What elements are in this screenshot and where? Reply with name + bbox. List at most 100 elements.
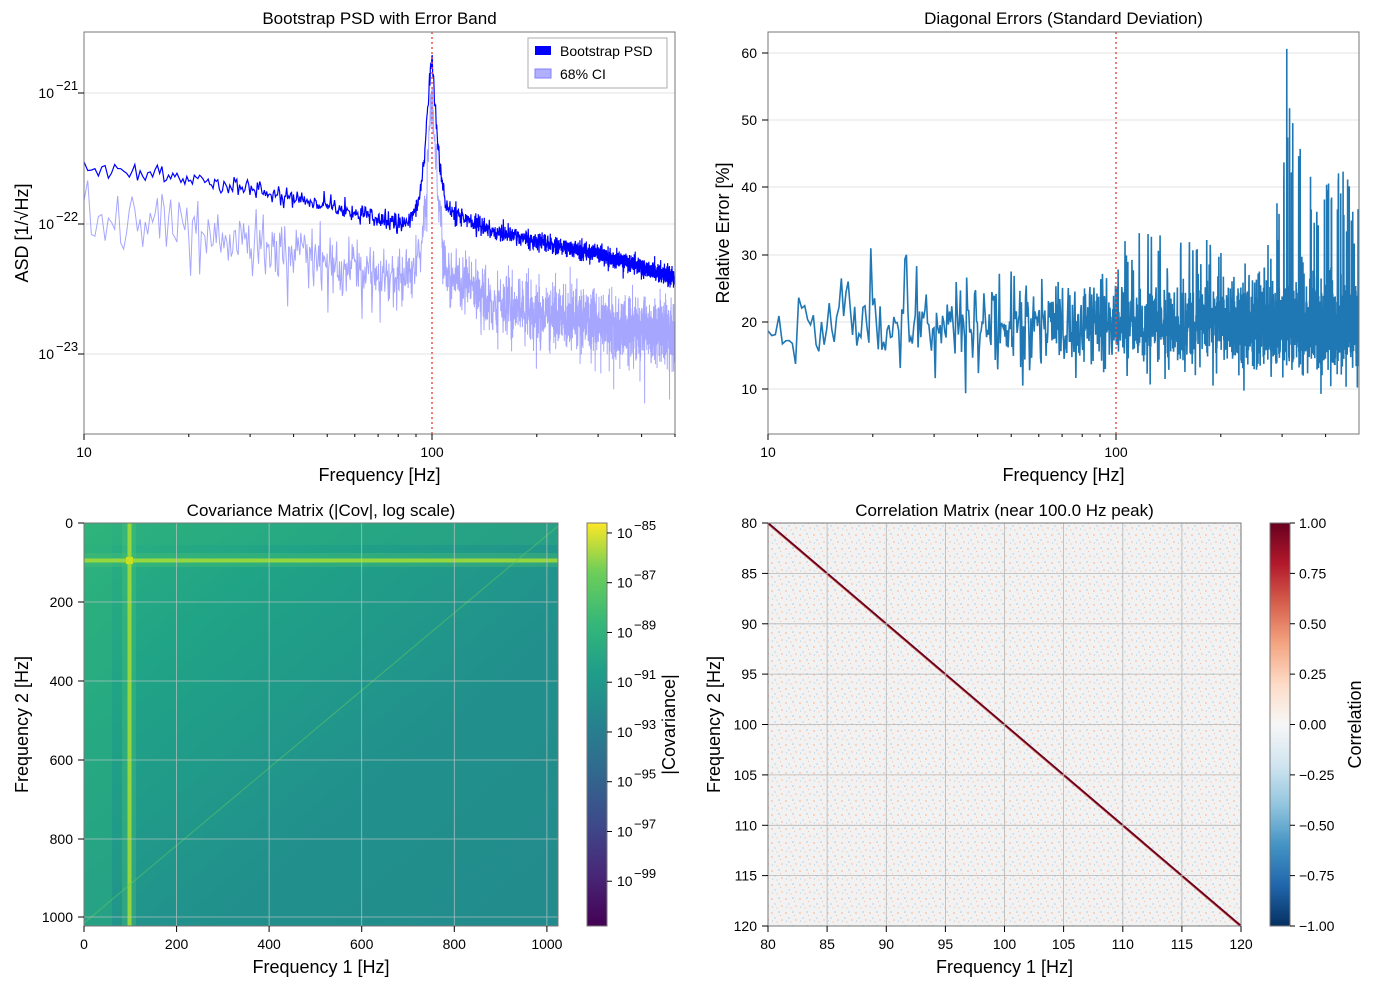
cov-colorbar-tick-label: 10 [617,774,633,790]
corr-ytick-110: 110 [735,817,758,833]
cov-colorbar-tick-exp: −93 [634,717,656,732]
diag-ytick-30: 30 [741,247,757,263]
diag-yticks: 60 50 40 30 20 10 [741,45,768,397]
diag-ylabel: Relative Error [%] [713,162,733,303]
corr-xtick-90: 90 [879,936,895,952]
corr-ytick-115: 115 [735,868,758,884]
corr-ytick-100: 100 [734,717,758,733]
corr-colorbar-label: Correlation [1345,680,1365,768]
cov-xtick-400: 400 [257,936,281,952]
cov-colorbar-tick-exp: −87 [634,568,656,583]
psd-yticks: 10 −21 10 −22 10 −23 [38,78,84,362]
diag-ytick-10: 10 [741,381,757,397]
corr-ytick-85: 85 [741,565,757,581]
corr-xtick-80: 80 [760,936,776,952]
corr-colorbar-tick-label: −1.00 [1299,918,1335,934]
cov-xlabel: Frequency 1 [Hz] [252,957,389,977]
legend-swatch-ci [534,68,552,79]
psd-xtick-10: 10 [76,444,92,460]
psd-grid [84,92,675,355]
corr-colorbar-tick-label: 0.75 [1299,565,1326,581]
corr-xtick-105: 105 [1052,936,1076,952]
cov-ytick-1000: 1000 [42,909,73,925]
diag-xticks: 10 100 [760,434,1327,460]
cov-colorbar-tick-label: 10 [617,823,633,839]
cov-colorbar-tick-exp: −85 [634,518,656,533]
legend-label-ci: 68% CI [560,66,606,82]
cov-xticks: 0 200 400 600 800 1000 [80,926,563,952]
diag-ytick-60: 60 [741,45,757,61]
cov-colorbar-tick-exp: −91 [634,667,656,682]
cov-grid [84,523,558,926]
corr-xtick-110: 110 [1112,936,1135,952]
cov-ytick-600: 600 [50,752,74,768]
diag-xtick-100: 100 [1104,444,1128,460]
cov-xtick-600: 600 [350,936,374,952]
corr-xtick-100: 100 [993,936,1017,952]
cov-colorbar-tick-exp: −99 [634,866,656,881]
psd-ytick-1e-23: 10 [38,346,54,362]
cov-frame [83,522,559,927]
corr-colorbar-tick-label: −0.50 [1299,817,1335,833]
cov-peak-column [127,523,132,926]
diag-frame [767,31,1360,435]
psd-ytick-exp-21: −21 [56,78,78,93]
cov-title: Covariance Matrix (|Cov|, log scale) [187,501,456,520]
corr-colorbar-tick-label: −0.75 [1299,868,1335,884]
cov-xtick-0: 0 [80,936,88,952]
cov-ytick-400: 400 [50,673,74,689]
psd-xlabel: Frequency [Hz] [318,465,440,485]
corr-colorbar-tick-label: 0.50 [1299,616,1326,632]
cov-diagonal [84,525,558,924]
corr-colorbar-tick-label: 0.00 [1299,717,1326,733]
psd-title: Bootstrap PSD with Error Band [262,9,496,28]
cov-colorbar-tick-label: 10 [617,724,633,740]
corr-colorbar-ticks: 1.00 0.75 0.50 0.25 0.00 −0.25 −0.50 −0.75 −1.00 [1290,515,1335,934]
corr-xtick-120: 120 [1229,936,1253,952]
corr-panel: Correlation Matrix (near 100.0 Hz peak) [704,501,1365,977]
cov-ytick-0: 0 [65,515,73,531]
cov-peak-row [84,558,558,563]
cov-peak-cell [126,557,133,564]
diag-ytick-50: 50 [741,112,757,128]
cov-colorbar-tick-label: 10 [617,674,633,690]
corr-ylabel: Frequency 2 [Hz] [704,656,724,793]
cov-image [84,523,558,926]
cov-ytick-200: 200 [50,594,74,610]
corr-ytick-120: 120 [734,918,758,934]
cov-ytick-800: 800 [50,831,74,847]
cov-colorbar-label: |Covariance| [659,674,679,774]
legend-swatch-bootstrap [535,46,551,55]
corr-colorbar-tick-label: 0.25 [1299,666,1326,682]
psd-xticks: 10 100 [76,434,676,460]
cov-ylabel: Frequency 2 [Hz] [12,656,32,793]
psd-panel: Bootstrap PSD with Error Band [12,9,676,485]
cov-yticks: 0 200 400 600 800 1000 [42,515,84,925]
corr-colorbar: 1.00 0.75 0.50 0.25 0.00 −0.25 −0.50 −0.75 −1.00… [1269,515,1365,934]
cov-panel: Covariance Matrix (|Cov|, log scale) [12,501,679,977]
corr-xtick-95: 95 [938,936,954,952]
diag-xtick-10: 10 [760,444,776,460]
diag-title: Diagonal Errors (Standard Deviation) [924,9,1203,28]
psd-ytick-exp-22: −22 [56,209,78,224]
psd-ytick-1e-21: 10 [38,85,54,101]
cov-colorbar-tick-label: 10 [617,525,633,541]
corr-xtick-85: 85 [819,936,835,952]
diag-panel: Diagonal Errors (Standard Deviation) [713,9,1360,485]
diag-ytick-40: 40 [741,179,757,195]
diag-error-line [768,48,1359,394]
psd-ylabel: ASD [1/√Hz] [12,184,32,283]
cov-xtick-1000: 1000 [531,936,562,952]
corr-ytick-105: 105 [734,767,758,783]
cov-colorbar-tick-exp: −89 [634,617,656,632]
cov-colorbar-tick-label: 10 [617,873,633,889]
corr-ytick-95: 95 [741,666,757,682]
cov-colorbar: 10−8510−8710−8910−9110−9310−9510−9710−99… [586,518,679,927]
cov-colorbar-tick-label: 10 [617,624,633,640]
psd-ytick-1e-22: 10 [38,216,54,232]
psd-ytick-exp-23: −23 [56,339,78,354]
corr-xtick-115: 115 [1171,936,1194,952]
diag-ytick-20: 20 [741,314,757,330]
